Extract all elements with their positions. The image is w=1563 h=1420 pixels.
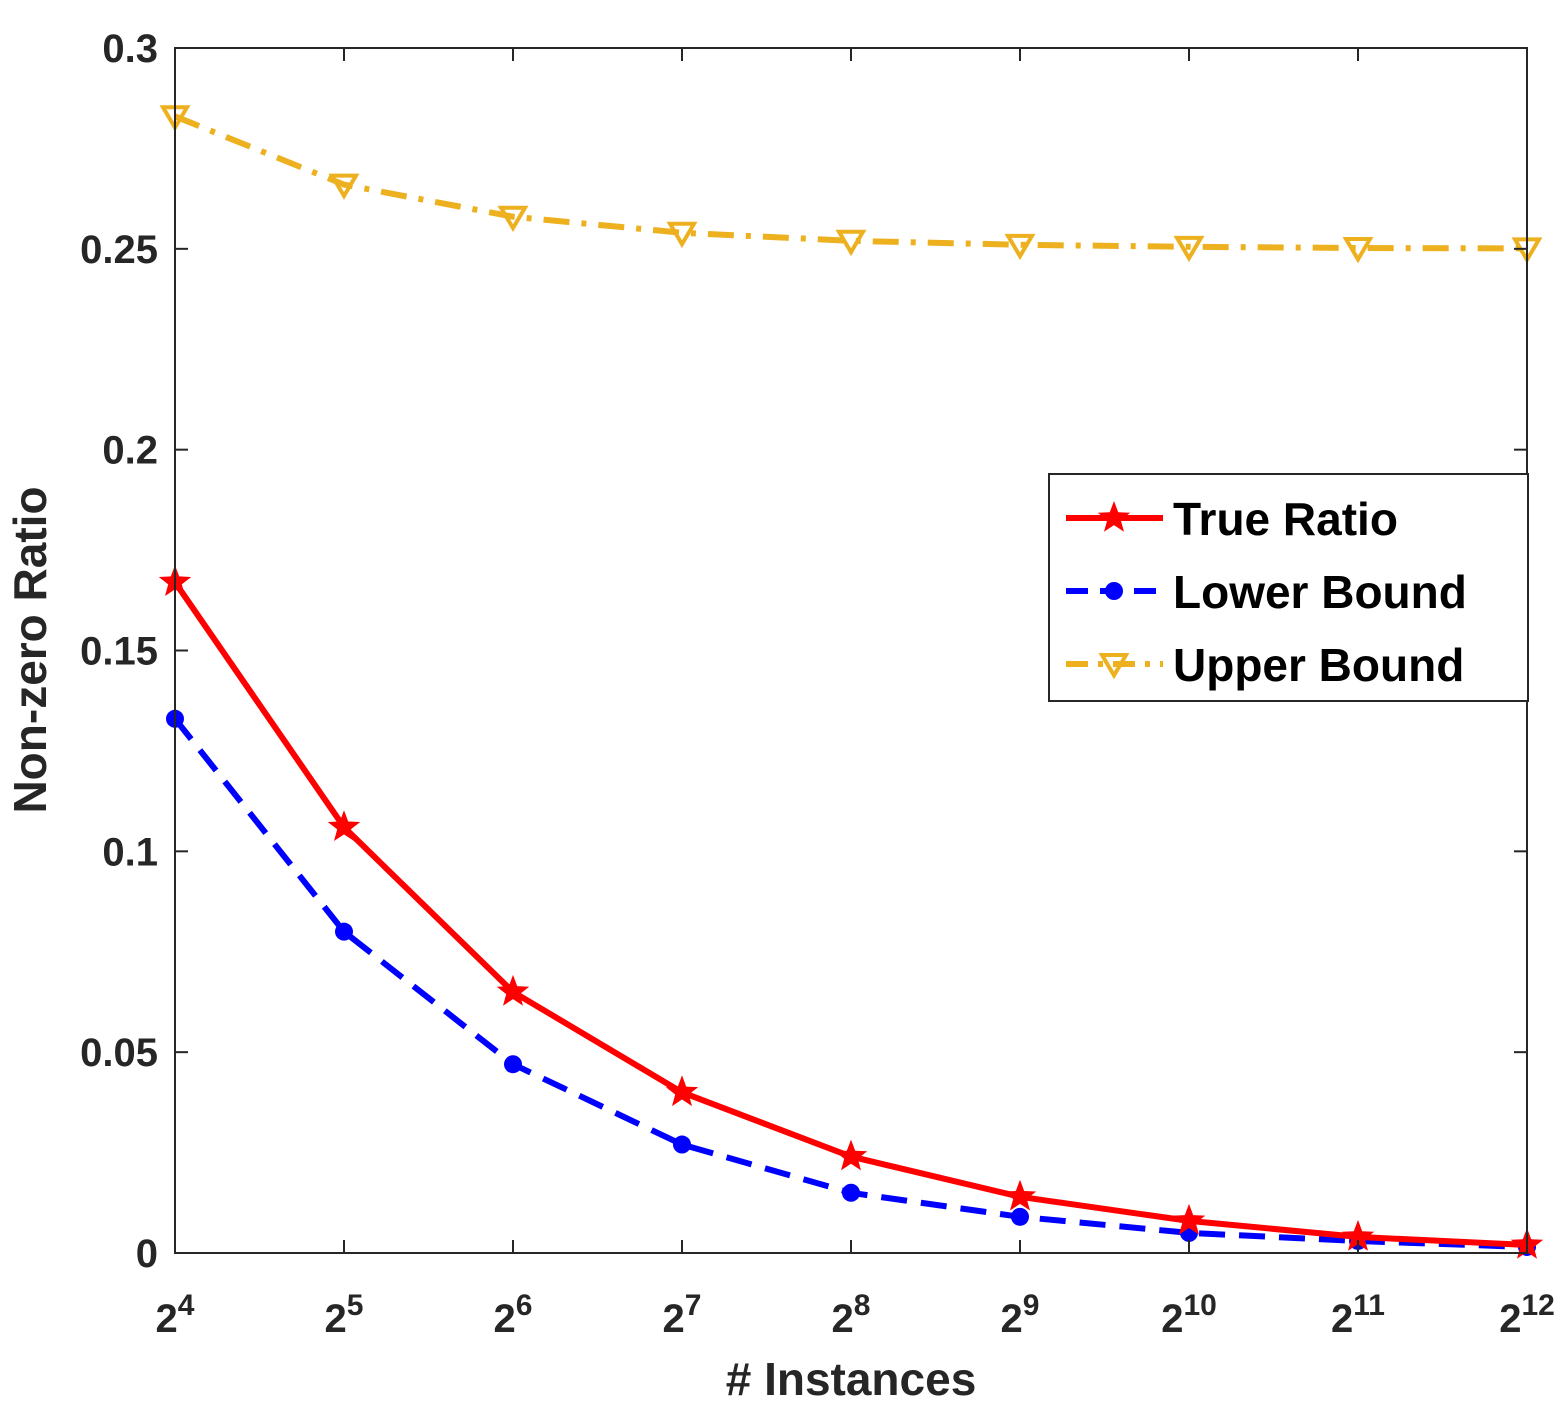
y-axis-title: Non-zero Ratio xyxy=(4,486,56,813)
data-point xyxy=(1011,1207,1029,1226)
data-point xyxy=(1342,237,1374,264)
data-point xyxy=(835,229,867,257)
legend-label: Lower Bound xyxy=(1173,566,1467,618)
x-tick-label: 211 xyxy=(1331,1289,1385,1341)
data-point xyxy=(1341,1219,1375,1251)
y-tick-label: 0.3 xyxy=(102,27,158,71)
legend-label: Upper Bound xyxy=(1173,639,1464,691)
y-tick-label: 0.2 xyxy=(102,429,158,473)
data-point xyxy=(496,974,530,1006)
legend-item: True Ratio xyxy=(1066,493,1398,545)
data-point xyxy=(504,1055,522,1074)
legend-marker xyxy=(1097,501,1131,532)
label-layer: 24 25 26 27 28 29 210 211 212 0 0.05 0.1 0.15 0.2 0.25… xyxy=(80,27,1555,1341)
data-point xyxy=(673,1135,691,1154)
data-point xyxy=(335,922,353,941)
y-tick-label: 0.1 xyxy=(102,830,158,874)
x-tick-label: 28 xyxy=(832,1289,871,1341)
data-point xyxy=(665,1075,699,1107)
data-point xyxy=(327,810,361,841)
data-point xyxy=(1003,1179,1037,1211)
y-tick-label: 0.25 xyxy=(80,228,158,272)
legend-item: Upper Bound xyxy=(1066,639,1464,691)
y-tick-label: 0.15 xyxy=(80,630,158,674)
tick-layer xyxy=(174,47,1528,1254)
data-point xyxy=(1172,1203,1206,1235)
x-tick-label: 24 xyxy=(156,1289,195,1341)
x-tick-label: 26 xyxy=(494,1289,533,1341)
data-point xyxy=(834,1139,868,1171)
x-tick-label: 210 xyxy=(1161,1289,1217,1341)
x-axis-title: # Instances xyxy=(726,1353,977,1405)
data-point xyxy=(1004,233,1036,261)
data-point xyxy=(842,1183,860,1202)
legend-item: Lower Bound xyxy=(1066,566,1467,618)
legend-label: True Ratio xyxy=(1173,493,1398,545)
x-tick-label: 29 xyxy=(1001,1289,1040,1341)
legend-marker xyxy=(1105,582,1123,600)
data-point xyxy=(497,205,529,233)
series-layer xyxy=(158,105,1544,1259)
y-tick-label: 0.05 xyxy=(80,1031,158,1075)
legend: True Ratio Lower Bound Upper Bound xyxy=(1048,473,1529,702)
x-tick-label: 27 xyxy=(663,1289,702,1341)
x-tick-label: 212 xyxy=(1499,1289,1555,1341)
legend-items: True Ratio Lower Bound Upper Bound xyxy=(1066,493,1467,691)
data-point xyxy=(666,221,698,249)
series-line xyxy=(173,113,1528,252)
x-tick-label: 25 xyxy=(325,1289,364,1341)
data-point xyxy=(328,173,360,200)
series-upper-bound xyxy=(159,105,1543,264)
legend-marker xyxy=(1098,653,1130,680)
data-point xyxy=(1173,235,1205,263)
y-tick-label: 0 xyxy=(136,1232,158,1276)
